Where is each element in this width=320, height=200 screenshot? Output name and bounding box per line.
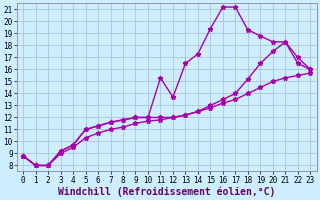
X-axis label: Windchill (Refroidissement éolien,°C): Windchill (Refroidissement éolien,°C) (58, 186, 276, 197)
